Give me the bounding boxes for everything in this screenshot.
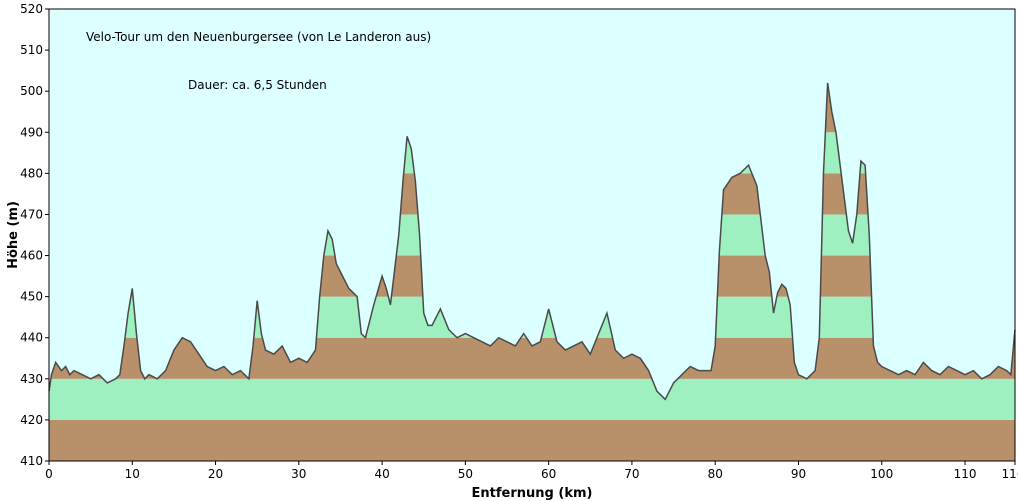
y-tick-label: 410 bbox=[20, 454, 43, 468]
x-tick-label: 60 bbox=[541, 467, 556, 481]
y-axis-ticks: 410 420 430 440 450 460 470 480 490 500 510 520 bbox=[20, 2, 49, 468]
x-tick-label: 20 bbox=[208, 467, 223, 481]
x-tick-label: 110 bbox=[954, 467, 977, 481]
x-axis-title: Entfernung (km) bbox=[472, 486, 593, 501]
elevation-profile-line bbox=[48, 82, 1016, 401]
y-tick-label: 490 bbox=[20, 125, 43, 139]
y-tick-label: 460 bbox=[20, 249, 43, 263]
x-tick-label: 90 bbox=[791, 467, 806, 481]
plot-frame bbox=[48, 8, 1016, 462]
y-tick-label: 520 bbox=[20, 2, 43, 16]
chart-subtitle: Dauer: ca. 6,5 Stunden bbox=[188, 78, 327, 92]
y-tick-label: 470 bbox=[20, 207, 43, 221]
elevation-band bbox=[49, 378, 1015, 420]
x-tick-label: 50 bbox=[458, 467, 473, 481]
y-tick-label: 510 bbox=[20, 43, 43, 57]
x-tick-label: 0 bbox=[45, 467, 53, 481]
x-tick-label: 30 bbox=[291, 467, 306, 481]
x-tick-label: 40 bbox=[374, 467, 389, 481]
x-tick-label: 10 bbox=[125, 467, 140, 481]
y-tick-label: 480 bbox=[20, 166, 43, 180]
y-tick-label: 440 bbox=[20, 331, 43, 345]
x-tick-label: 116 bbox=[1002, 467, 1018, 481]
y-tick-label: 430 bbox=[20, 372, 43, 386]
x-tick-label: 70 bbox=[624, 467, 639, 481]
y-axis-title: Höhe (m) bbox=[6, 201, 21, 269]
x-tick-label: 100 bbox=[870, 467, 893, 481]
y-tick-label: 420 bbox=[20, 413, 43, 427]
y-tick-label: 500 bbox=[20, 84, 43, 98]
x-axis-ticks: 0 10 20 30 40 50 60 70 80 90 100 110 116 bbox=[45, 461, 1018, 481]
y-tick-label: 450 bbox=[20, 290, 43, 304]
x-tick-label: 80 bbox=[708, 467, 723, 481]
chart-title: Velo-Tour um den Neuenburgersee (von Le … bbox=[86, 30, 431, 44]
elevation-band bbox=[49, 419, 1015, 461]
